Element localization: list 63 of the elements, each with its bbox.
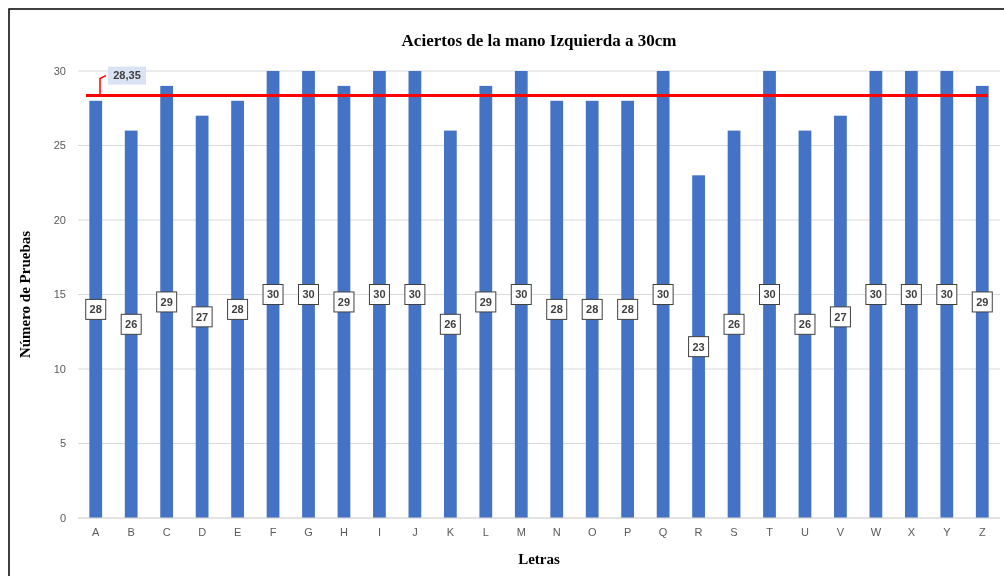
- data-label: 30: [515, 288, 528, 301]
- data-label: 29: [479, 295, 492, 308]
- data-label: 23: [692, 340, 705, 353]
- y-tick-label: 30: [53, 64, 66, 77]
- data-label: 27: [195, 310, 209, 323]
- x-tick-label: J: [412, 526, 418, 538]
- data-label: 29: [337, 295, 351, 308]
- data-label: 30: [940, 288, 953, 301]
- x-tick-label: L: [482, 526, 489, 538]
- data-label: 30: [408, 288, 422, 301]
- x-tick-label: P: [623, 526, 632, 538]
- x-tick-label: G: [304, 526, 313, 538]
- data-label: 26: [727, 318, 741, 331]
- data-label: 30: [266, 288, 280, 301]
- x-tick-label: U: [800, 526, 809, 538]
- x-tick-label: I: [377, 526, 381, 538]
- x-tick-label: R: [694, 526, 703, 538]
- data-label: 27: [834, 310, 847, 323]
- data-label: 30: [656, 288, 670, 301]
- data-label: 28: [89, 303, 102, 316]
- x-tick-label: W: [870, 526, 882, 538]
- x-tick-label: K: [446, 526, 455, 538]
- data-label: 26: [798, 318, 812, 331]
- x-tick-label: M: [516, 526, 526, 538]
- x-tick-label: T: [766, 526, 774, 538]
- data-label: 29: [160, 295, 173, 308]
- data-label: 30: [763, 288, 776, 301]
- data-label: 28: [586, 303, 599, 316]
- data-label: 30: [373, 288, 386, 301]
- x-tick-label: C: [162, 526, 171, 538]
- x-tick-label: H: [339, 526, 348, 538]
- data-label: 30: [869, 288, 883, 301]
- y-axis-title: Número de Pruebas: [17, 230, 33, 359]
- y-tick-label: 0: [59, 511, 66, 524]
- x-tick-label: N: [552, 526, 561, 538]
- x-tick-label: B: [127, 526, 135, 538]
- x-tick-label: A: [92, 526, 101, 538]
- ref-line-label: 28,35: [113, 69, 141, 82]
- x-tick-label: E: [233, 526, 242, 538]
- y-tick-label: 5: [59, 437, 66, 450]
- x-tick-label: D: [198, 526, 207, 538]
- y-tick-label: 10: [53, 362, 66, 375]
- y-tick-label: 15: [53, 288, 66, 301]
- data-label: 28: [231, 303, 244, 316]
- x-tick-label: X: [907, 526, 916, 538]
- x-tick-label: Z: [978, 526, 986, 538]
- y-tick-label: 20: [53, 213, 66, 226]
- chart-title: Aciertos de la mano Izquierda a 30cm: [401, 31, 677, 50]
- x-tick-label: Y: [943, 526, 952, 538]
- x-tick-label: V: [836, 526, 845, 538]
- data-label: 30: [905, 288, 918, 301]
- y-tick-label: 25: [53, 139, 66, 152]
- data-label: 28: [621, 303, 634, 316]
- data-label: 29: [976, 295, 989, 308]
- x-tick-label: S: [730, 526, 738, 538]
- x-tick-label: O: [587, 526, 597, 538]
- data-label: 28: [550, 303, 563, 316]
- x-tick-label: Q: [658, 526, 668, 538]
- data-label: 26: [125, 318, 138, 331]
- data-label: 30: [302, 288, 315, 301]
- x-axis-title: Letras: [518, 551, 560, 567]
- x-tick-label: F: [269, 526, 277, 538]
- data-label: 26: [444, 318, 457, 331]
